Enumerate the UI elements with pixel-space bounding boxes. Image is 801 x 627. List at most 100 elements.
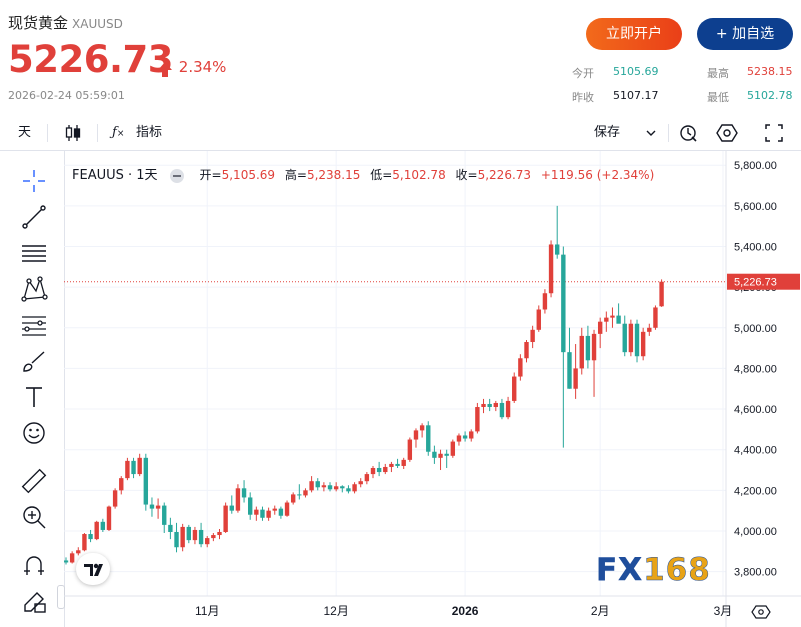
candle-body <box>303 490 308 496</box>
candle-body <box>315 481 320 488</box>
horizontal-lines-icon[interactable] <box>20 239 48 267</box>
save-button[interactable]: 保存 <box>594 125 621 140</box>
candle-body <box>561 254 566 353</box>
axis-settings-icon[interactable] <box>751 605 771 619</box>
ruler-icon[interactable] <box>20 467 48 495</box>
magnet-icon[interactable] <box>20 551 48 579</box>
fullscreen-icon[interactable] <box>764 116 784 150</box>
y-tick-label: 5,000.00 <box>734 323 777 335</box>
candle-body <box>407 439 413 460</box>
candle-body <box>272 508 277 511</box>
candle-body <box>352 484 357 492</box>
candle-body <box>456 435 462 442</box>
candle-body <box>119 478 124 491</box>
indicator-fx-icon[interactable]: ƒ× <box>112 125 125 140</box>
candle-body <box>137 457 142 475</box>
fib-icon[interactable] <box>20 311 48 339</box>
watermark-168: 168 <box>643 552 711 589</box>
quote-value-high: 5238.15 <box>747 65 793 78</box>
last-price: 5226.73 <box>8 38 174 81</box>
candle-body <box>149 504 155 509</box>
candles-icon[interactable] <box>64 116 84 150</box>
y-tick-label: 4,800.00 <box>734 363 777 375</box>
candle-body <box>512 376 517 401</box>
candle-body <box>628 323 634 353</box>
candle-body <box>69 553 75 563</box>
y-tick-label: 5,400.00 <box>734 242 777 254</box>
candle-body <box>174 531 179 548</box>
candle-body <box>217 531 222 536</box>
candle-body <box>64 560 69 563</box>
emoji-icon[interactable] <box>20 419 48 447</box>
quote-value-prev-close: 5107.17 <box>613 89 659 102</box>
candle-body <box>591 333 597 361</box>
trend-line-icon[interactable] <box>20 203 48 231</box>
candle-body <box>610 315 615 318</box>
interval-selector[interactable]: 天 <box>18 125 32 140</box>
indicators-button[interactable]: 指标 <box>136 125 163 140</box>
lock-drawings-icon[interactable] <box>20 587 48 615</box>
candle-body <box>487 403 492 408</box>
candle-body <box>555 244 560 255</box>
tradingview-logo[interactable] <box>76 553 110 585</box>
candle-body <box>469 431 474 439</box>
candle-body <box>76 550 81 554</box>
candle-body <box>260 509 265 518</box>
candle-body <box>321 485 327 488</box>
candle-body <box>524 342 529 359</box>
candle-body <box>536 309 541 330</box>
candle-body <box>131 460 136 475</box>
chevron-down-icon[interactable] <box>645 116 657 150</box>
legend-high-key: 高= <box>284 168 307 182</box>
candle-body <box>530 329 535 343</box>
candle-body <box>370 467 376 475</box>
timestamp: 2026-02-24 05:59:01 <box>8 89 125 102</box>
add-watchlist-button[interactable]: + 加自选 <box>697 18 793 50</box>
candle-body <box>106 506 112 530</box>
x-tick-label: 12月 <box>323 604 348 618</box>
instrument-name-text: 现货黄金 <box>8 14 69 32</box>
text-icon[interactable] <box>20 383 48 411</box>
candle-body <box>290 494 296 503</box>
candle-body <box>333 486 339 490</box>
quote-value-low: 5102.78 <box>747 89 793 102</box>
crosshair-icon[interactable] <box>20 167 48 195</box>
candle-body <box>462 435 468 439</box>
zoom-in-icon[interactable] <box>20 503 48 531</box>
candle-body <box>211 535 216 539</box>
legend-close-key: 收= <box>455 168 478 182</box>
open-account-button[interactable]: 立即开户 <box>586 18 682 50</box>
candle-body <box>143 457 149 505</box>
candle-body <box>419 425 425 431</box>
x-tick-label: 11月 <box>195 604 219 618</box>
legend-open-key: 开= <box>199 168 222 182</box>
candle-body <box>235 488 241 511</box>
pattern-icon[interactable] <box>20 275 48 303</box>
chart-toolbar: 天 ƒ× 指标 保存 <box>0 116 801 151</box>
collapse-legend-icon[interactable] <box>169 168 184 183</box>
toolbar-collapse-handle[interactable] <box>57 585 65 609</box>
y-tick-label: 4,000.00 <box>734 526 777 538</box>
brush-icon[interactable] <box>20 347 48 375</box>
candle-body <box>186 526 191 541</box>
y-tick-label: 4,200.00 <box>734 485 777 497</box>
y-tick-label: 3,800.00 <box>734 567 777 579</box>
settings-gear-icon[interactable] <box>716 116 738 150</box>
candle-body <box>432 451 437 458</box>
candle-body <box>205 538 210 545</box>
candle-body <box>309 481 314 491</box>
candle-body <box>597 321 603 334</box>
alert-clock-icon[interactable] <box>678 116 698 150</box>
quote-label-prev-close: 昨收 <box>572 91 594 104</box>
candle-body <box>604 317 609 322</box>
candle-body <box>100 521 106 530</box>
candle-body <box>297 494 302 496</box>
candle-body <box>198 529 204 545</box>
legend-change: +119.56 (+2.34%) <box>540 168 655 182</box>
price-chart[interactable]: 5,800.005,600.005,400.005,200.005,000.00… <box>64 151 801 627</box>
candle-body <box>155 505 161 509</box>
candle-body <box>426 425 431 452</box>
candle-body <box>346 488 351 492</box>
candle-body <box>112 490 118 507</box>
candle-body <box>192 529 198 541</box>
